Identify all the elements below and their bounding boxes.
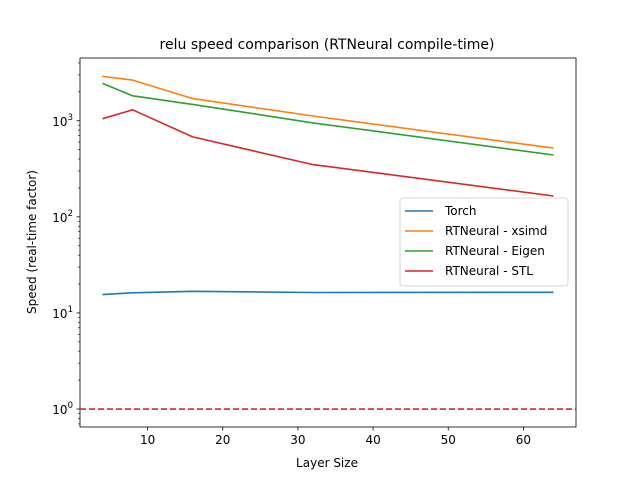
series-line-4	[102, 109, 554, 197]
legend-label: RTNeural - xsimd	[445, 224, 547, 238]
x-tick-label: 50	[441, 433, 456, 447]
series-line-3	[102, 82, 554, 156]
chart-title: relu speed comparison (RTNeural compile-…	[160, 37, 495, 53]
x-tick-label: 40	[365, 433, 380, 447]
legend-label: RTNeural - STL	[445, 264, 533, 278]
legend-label: Torch	[444, 204, 477, 218]
x-axis-ticks: 10 20 30 40 50 60	[140, 427, 531, 447]
series-line-1	[102, 290, 554, 296]
series-line-2	[102, 75, 554, 149]
y-tick-label: 103	[52, 113, 73, 129]
axes-frame	[79, 57, 577, 428]
x-axis-label: Layer Size	[296, 456, 358, 470]
y-axis-label: Speed (real-time factor)	[25, 170, 39, 314]
y-tick-label: 101	[52, 305, 73, 321]
y-tick-label: 100	[52, 401, 73, 417]
y-tick-label: 102	[52, 209, 73, 225]
x-tick-label: 10	[140, 433, 155, 447]
y-axis-ticks: 100 101 102 103	[52, 62, 80, 425]
legend-box	[399, 197, 569, 287]
x-tick-label: 30	[290, 433, 305, 447]
x-tick-label: 20	[215, 433, 230, 447]
legend-label: RTNeural - Eigen	[445, 244, 545, 258]
x-tick-label: 60	[516, 433, 531, 447]
plot-area	[79, 57, 577, 428]
legend: Torch RTNeural - xsimd RTNeural - Eigen RTN…	[399, 197, 569, 287]
